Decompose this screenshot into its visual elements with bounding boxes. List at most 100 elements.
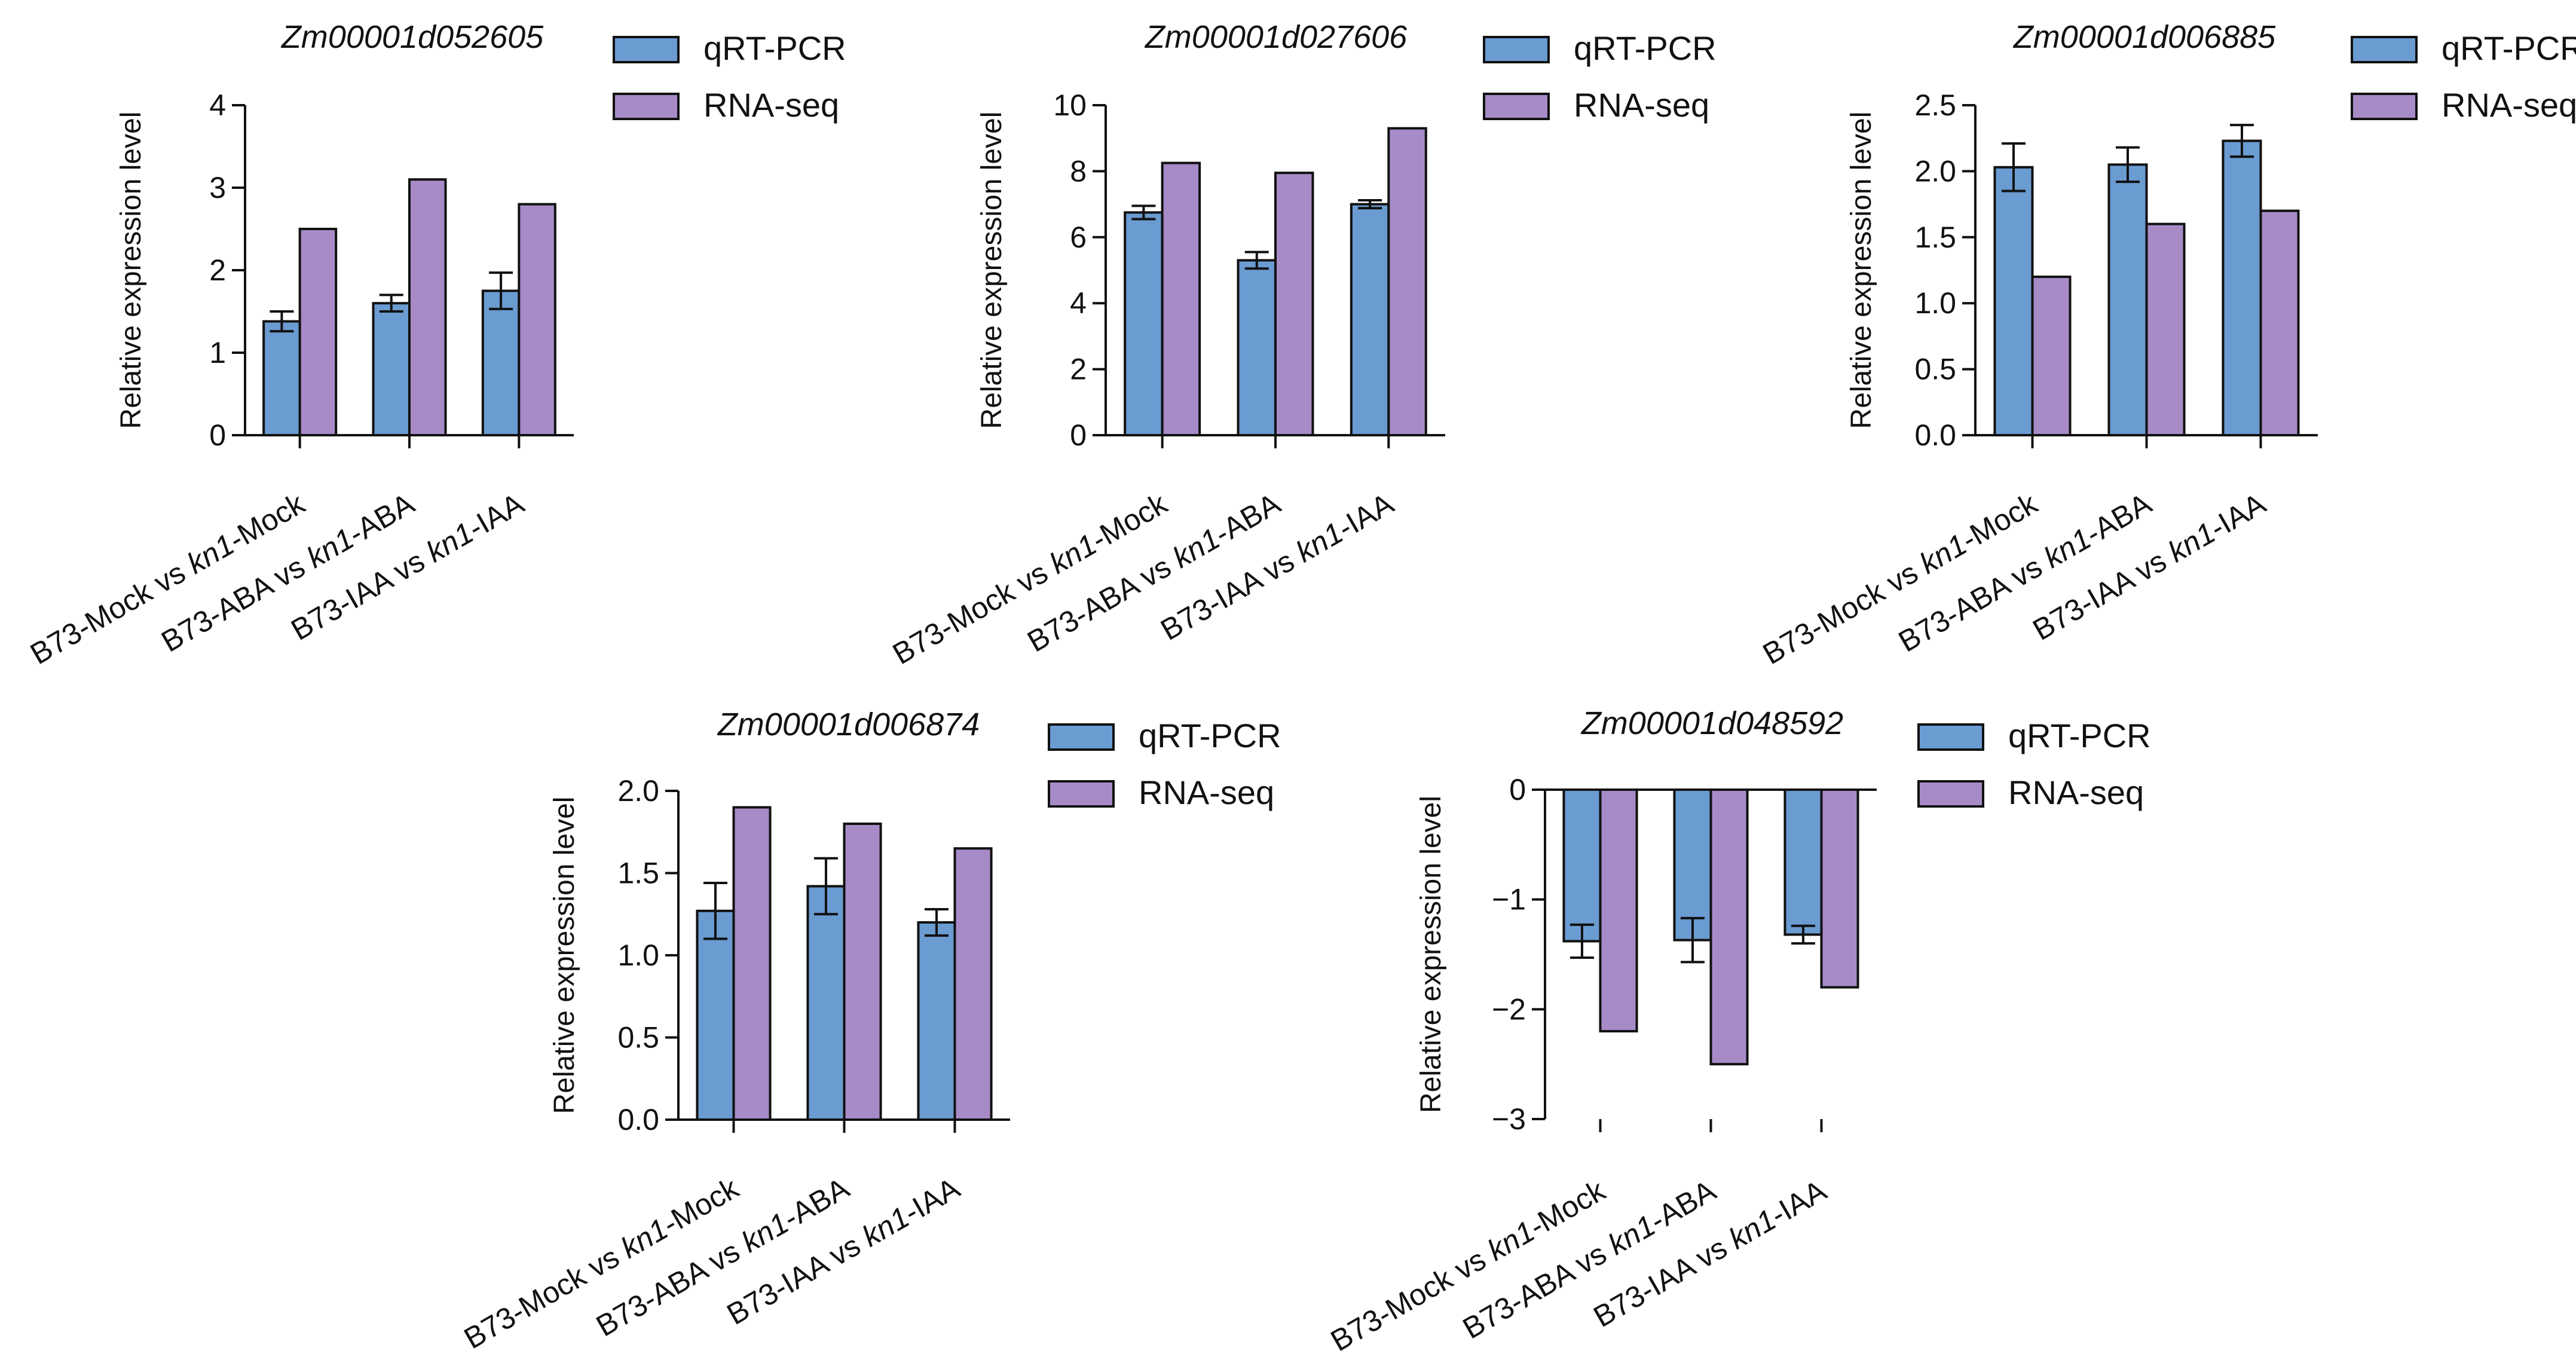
legend-label: RNA-seq [1139, 774, 1274, 811]
y-axis-label: Relative expression level [1846, 112, 1877, 429]
y-tick-label: 0.5 [1914, 353, 1956, 386]
y-axis-label: Relative expression level [549, 797, 580, 1114]
bar-qrtpcr [2107, 163, 2148, 436]
legend-swatch-rnaseq [2351, 93, 2418, 120]
y-tick-label: 10 [1053, 88, 1087, 122]
x-tick-label-suffix: -Mock [1085, 487, 1173, 557]
bar-rnaseq [843, 823, 882, 1121]
y-tick-label: 1.0 [617, 939, 659, 972]
bar-qrtpcr [1124, 211, 1164, 436]
bar-rnaseq [518, 203, 556, 436]
legend-swatch-rnaseq [1917, 780, 1984, 808]
bar-rnaseq [732, 806, 772, 1121]
y-tick-label: 0.0 [617, 1103, 659, 1136]
x-tick-label-prefix: B73-Mock vs [887, 551, 1060, 671]
y-tick-label: 1.5 [617, 857, 659, 890]
y-tick-label: 8 [1070, 154, 1087, 188]
legend-label: qRT-PCR [2442, 29, 2576, 67]
x-tick-label-suffix: -Mock [223, 487, 311, 557]
legend-swatch-rnaseq [1483, 93, 1550, 120]
bar-rnaseq [1387, 127, 1427, 436]
y-tick-label: 0 [1070, 418, 1087, 452]
bar-qrtpcr [696, 909, 735, 1121]
legend-label: RNA-seq [1574, 86, 1709, 124]
bar-qrtpcr [1237, 259, 1277, 436]
chart-panel-5: Zm00001d048592 Relative expression level −… [1325, 705, 2151, 1354]
x-tick-label-suffix: -ABA [342, 487, 420, 551]
bar-qrtpcr [1350, 203, 1390, 436]
x-tick-label-suffix: -ABA [2080, 487, 2158, 551]
chart-title: Zm00001d006874 [717, 707, 980, 742]
y-tick-label: 6 [1070, 221, 1087, 254]
y-tick-label: 2.0 [1914, 154, 1956, 188]
legend-swatch-rnaseq [613, 93, 680, 120]
chart-panel-4: Zm00001d006874 Relative expression level 0… [458, 707, 1281, 1354]
y-tick-label: 2 [209, 253, 226, 287]
y-tick-label: 0 [1509, 773, 1526, 806]
chart-panel-1: Zm00001d052605 Relative expression level 0… [25, 19, 846, 671]
legend-label: RNA-seq [2008, 774, 2144, 811]
chart-panel-2: Zm00001d027606 Relative expression level 0… [887, 19, 1716, 671]
bar-rnaseq [1161, 161, 1201, 436]
bar-rnaseq [1274, 172, 1314, 436]
y-axis-label: Relative expression level [976, 112, 1008, 429]
bar-qrtpcr [1993, 166, 2034, 436]
y-tick-label: 1 [209, 336, 226, 369]
y-tick-label: 0.0 [1914, 418, 1956, 452]
bar-qrtpcr [372, 302, 411, 437]
chart-title: Zm00001d027606 [1144, 19, 1408, 55]
bar-qrtpcr [1783, 788, 1823, 936]
x-tick-label-suffix: -ABA [778, 1171, 855, 1235]
bar-qrtpcr [1673, 788, 1712, 942]
legend-label: RNA-seq [2442, 86, 2576, 124]
x-tick-label-suffix: -Mock [657, 1171, 745, 1241]
legend-label: qRT-PCR [703, 29, 846, 67]
bar-rnaseq [1709, 788, 1749, 1066]
y-tick-label: 1.5 [1914, 221, 1956, 254]
y-tick-label: 3 [209, 171, 226, 204]
bar-rnaseq [298, 228, 338, 436]
y-tick-label: 2.5 [1914, 88, 1956, 122]
bar-rnaseq [953, 847, 993, 1121]
legend-label: qRT-PCR [1574, 29, 1717, 67]
y-tick-label: 1.0 [1914, 286, 1956, 320]
chart-panel-3: Zm00001d006885 Relative expression level 0… [1757, 19, 2576, 671]
y-tick-label: −1 [1492, 883, 1526, 916]
legend-label: qRT-PCR [2008, 717, 2151, 754]
legend-swatch-qrtpcr [1917, 723, 1984, 751]
bar-qrtpcr [262, 320, 301, 436]
legend-swatch-rnaseq [1048, 780, 1115, 808]
legend-swatch-qrtpcr [1048, 723, 1115, 751]
legend-swatch-qrtpcr [613, 36, 680, 63]
bar-qrtpcr [917, 921, 956, 1121]
bar-rnaseq [2145, 222, 2186, 436]
chart-title: Zm00001d048592 [1580, 705, 1843, 741]
bar-rnaseq [1599, 788, 1638, 1033]
y-tick-label: −3 [1492, 1102, 1526, 1136]
y-tick-label: 4 [209, 88, 226, 122]
bar-qrtpcr [806, 885, 846, 1121]
legend-swatch-qrtpcr [2351, 36, 2418, 63]
chart-title: Zm00001d006885 [2012, 19, 2276, 55]
bar-qrtpcr [481, 289, 521, 436]
y-tick-label: 4 [1070, 286, 1087, 320]
legend-label: RNA-seq [703, 86, 839, 124]
bar-qrtpcr [1562, 788, 1602, 943]
bar-rnaseq [2259, 209, 2300, 436]
y-tick-label: 2.0 [617, 774, 659, 808]
bar-rnaseq [2031, 276, 2072, 436]
x-tick-label-suffix: -Mock [1523, 1173, 1611, 1243]
y-tick-label: −2 [1492, 992, 1526, 1026]
bar-qrtpcr [2222, 139, 2262, 436]
x-tick-label-suffix: -ABA [1209, 487, 1286, 551]
y-axis-label: Relative expression level [1415, 796, 1447, 1113]
x-tick-label-prefix: B73-Mock vs [1757, 551, 1931, 671]
x-tick-label-suffix: -ABA [1644, 1173, 1722, 1237]
legend-label: qRT-PCR [1139, 717, 1281, 754]
y-tick-label: 0 [209, 418, 226, 452]
bar-rnaseq [1820, 788, 1859, 989]
legend-swatch-qrtpcr [1483, 36, 1550, 63]
bar-rnaseq [408, 178, 447, 436]
